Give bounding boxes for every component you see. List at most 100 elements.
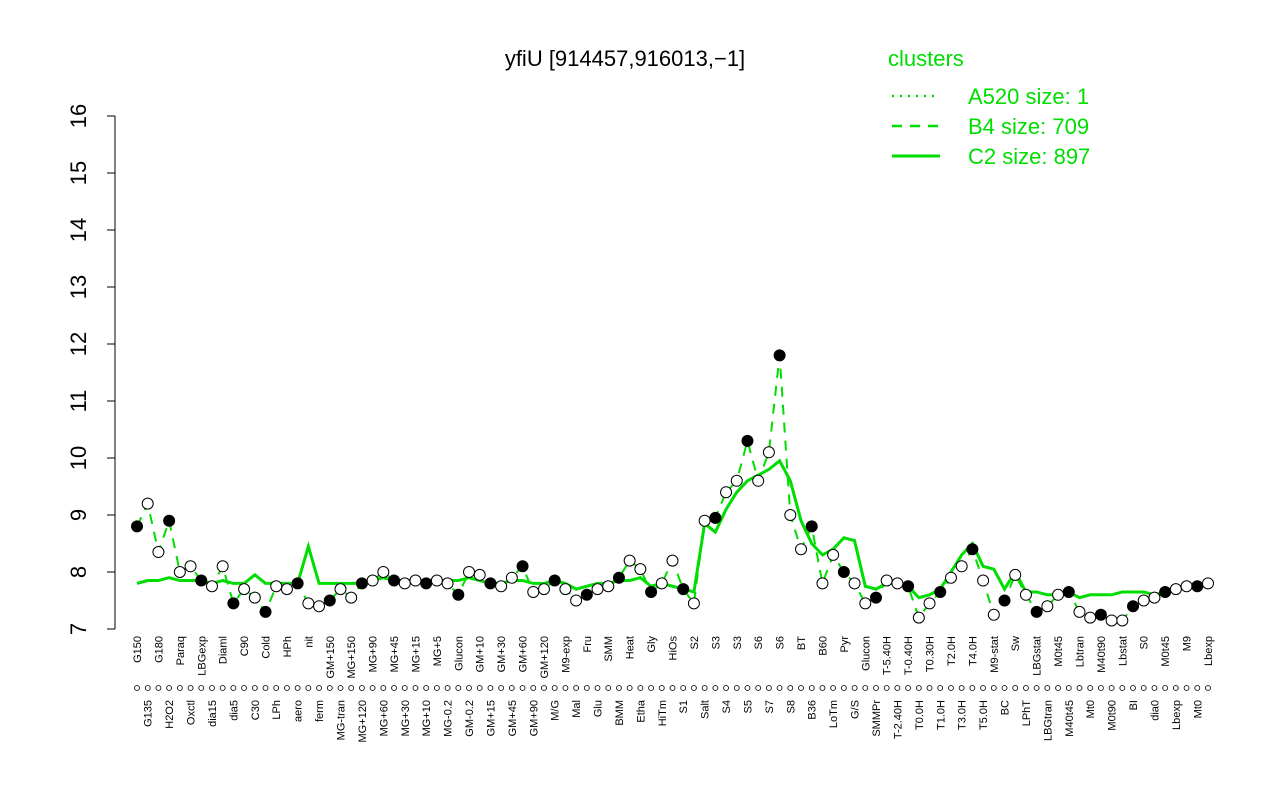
point	[1127, 600, 1140, 613]
x-tick-label: ferm	[314, 700, 326, 722]
point	[805, 520, 818, 533]
x-tick-label: T0.30H	[925, 636, 937, 672]
x-tick-label: Paraq	[175, 636, 187, 665]
x-tick-label: T-0.40H	[903, 636, 915, 675]
x-tick-label: S3	[732, 636, 744, 649]
y-tick-label: 11	[66, 390, 91, 413]
sample-dot	[798, 685, 804, 691]
sample-dot	[701, 685, 708, 691]
x-tick-label: dia5	[228, 700, 240, 721]
sample-dot	[969, 685, 976, 691]
point	[848, 577, 861, 590]
x-tick-label: M0t90	[1107, 700, 1119, 731]
sample-dot	[744, 685, 751, 691]
point	[977, 574, 990, 587]
sample-dot	[873, 685, 879, 691]
x-tick-label: Sw	[1010, 636, 1022, 651]
x-tick-label: Fru	[582, 636, 594, 653]
point	[655, 577, 668, 590]
point	[248, 591, 261, 604]
point	[816, 577, 829, 590]
x-tick-label: BMM	[614, 700, 626, 726]
sample-dot	[251, 685, 258, 691]
sample-dot	[680, 685, 687, 691]
sample-dot	[658, 685, 665, 691]
x-tick-label: SMMPr	[871, 700, 883, 737]
point	[1137, 594, 1150, 607]
sample-dot	[498, 685, 505, 691]
point	[195, 574, 208, 587]
sample-dot	[444, 685, 451, 691]
x-tick-label: MG+30	[400, 700, 412, 736]
x-tick-label: Lbstat	[1117, 636, 1129, 666]
y-tick-label: 12	[66, 332, 91, 356]
sample-dot	[219, 685, 226, 691]
point	[923, 597, 936, 610]
sample-dot	[166, 685, 173, 691]
y-tick-label: 9	[66, 509, 91, 521]
point	[473, 568, 486, 581]
legend-title: clusters	[888, 46, 964, 71]
sample-dot	[1044, 685, 1051, 691]
point	[291, 577, 304, 590]
x-tick-label: G135	[143, 700, 155, 727]
x-tick-label: Salt	[700, 700, 712, 719]
x-tick-label: HiOs	[668, 636, 680, 661]
point	[227, 597, 240, 610]
x-tick-label: GM+45	[507, 700, 519, 736]
point	[859, 597, 872, 610]
x-tick-label: HiTm	[657, 700, 669, 726]
legend-label: B4 size: 709	[968, 114, 1089, 139]
point	[527, 585, 540, 598]
point	[388, 574, 401, 587]
sample-dot	[337, 685, 344, 691]
point	[441, 577, 454, 590]
sample-dot	[1108, 685, 1115, 691]
x-tick-label: Pyr	[839, 636, 851, 653]
point	[505, 571, 518, 584]
sample-dot	[583, 685, 590, 691]
x-tick-label: GM+30	[496, 636, 508, 672]
point	[955, 560, 968, 573]
point	[987, 608, 1000, 621]
point	[934, 585, 947, 598]
point	[773, 349, 786, 362]
point	[516, 560, 529, 573]
x-tick-label: GM+150	[325, 636, 337, 679]
point	[430, 574, 443, 587]
point	[1073, 605, 1086, 618]
point	[1169, 583, 1182, 596]
x-tick-label: M9-stat	[989, 636, 1001, 673]
sample-dot	[1162, 685, 1169, 691]
sample-dot	[198, 685, 205, 691]
x-tick-label: M40t45	[1064, 700, 1076, 737]
point	[1062, 585, 1075, 598]
sample-dot	[176, 685, 183, 691]
x-tick-label: T4.0H	[967, 636, 979, 666]
point	[602, 580, 615, 593]
sample-dot	[669, 685, 676, 691]
point	[366, 574, 379, 587]
sample-dot	[1001, 685, 1008, 691]
point	[902, 580, 915, 593]
x-tick-label: Glu	[593, 700, 605, 717]
point	[355, 577, 368, 590]
sample-dot	[530, 685, 537, 691]
x-tick-label: T1.0H	[935, 700, 947, 730]
point	[1052, 588, 1065, 601]
x-tick-label: GM+15	[485, 700, 497, 736]
x-tick-label: C90	[239, 636, 251, 656]
point	[205, 580, 218, 593]
point	[944, 571, 957, 584]
x-tick-label: T3.0H	[957, 700, 969, 730]
sample-dot	[391, 685, 397, 691]
sample-dot	[1033, 685, 1040, 691]
x-tick-label: LBGtran	[1042, 700, 1054, 741]
point	[398, 577, 411, 590]
sample-dot	[562, 685, 569, 691]
point	[784, 509, 797, 521]
x-tick-label: Lbexp	[1203, 636, 1215, 666]
sample-dot	[616, 685, 622, 691]
x-tick-label: S6	[775, 636, 787, 649]
sample-dot	[1130, 685, 1136, 691]
